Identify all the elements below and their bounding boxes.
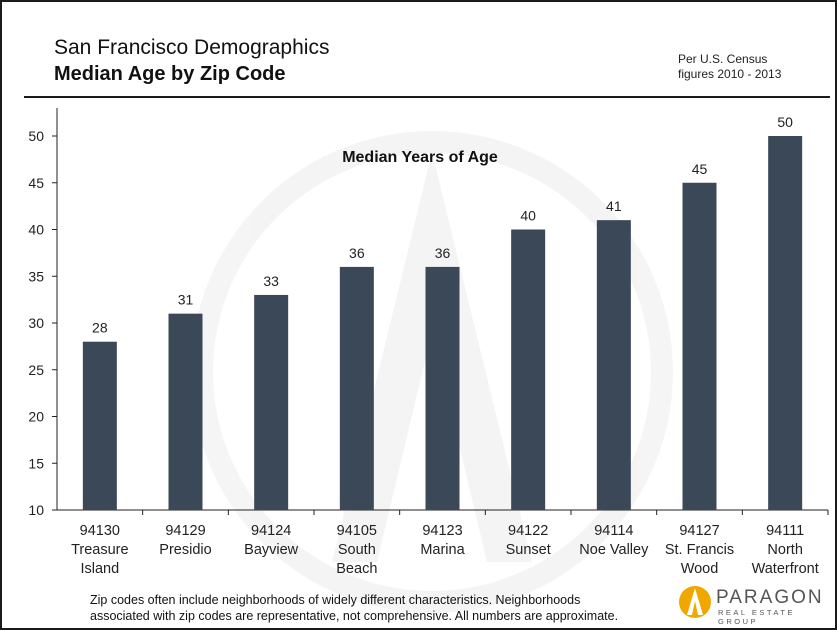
y-tick-label: 40 (28, 222, 44, 238)
page-title: San Francisco Demographics (54, 36, 330, 59)
x-tick-label-zip: 94111 (766, 523, 804, 539)
bars (82, 136, 803, 510)
page-subtitle: Median Age by Zip Code (54, 63, 286, 85)
y-tick-label: 25 (28, 362, 44, 378)
x-tick-label-zip: 94124 (251, 523, 291, 539)
y-tick-label: 15 (28, 455, 44, 471)
y-tick-label: 45 (28, 175, 44, 191)
bar (82, 341, 117, 510)
x-tick-label-zip: 94114 (594, 523, 633, 539)
data-label: 41 (606, 198, 622, 214)
footnote: Zip codes often include neighborhoods of… (90, 592, 650, 624)
x-tick-label-name: St. Francis (665, 542, 734, 558)
y-tick-label: 30 (28, 315, 44, 331)
x-tick-label-name: Bayview (244, 542, 299, 558)
data-label: 36 (435, 245, 451, 261)
chart-title: Median Years of Age (342, 149, 498, 166)
x-tick-label-zip: 94130 (80, 523, 120, 539)
x-tick-label-zip: 94105 (337, 523, 377, 539)
source-note: Per U.S. Census figures 2010 - 2013 (678, 52, 808, 82)
x-tick-label-zip: 94123 (422, 523, 462, 539)
source-line-1: Per U.S. Census (678, 52, 768, 66)
bar (339, 266, 374, 510)
header-divider (24, 96, 830, 98)
bar (768, 136, 803, 510)
x-tick-label-zip: 94129 (165, 523, 205, 539)
bar (596, 220, 631, 510)
bar (168, 313, 203, 510)
footnote-line-2: associated with zip codes are representa… (90, 609, 619, 623)
x-tick-label-name: Wood (681, 561, 719, 577)
labels: 28 94130 Treasure Island 31 94129 Presidio 33 94… (71, 114, 819, 577)
x-tick-label-zip: 94122 (508, 523, 548, 539)
y-tick-label: 35 (28, 268, 44, 284)
data-label: 33 (263, 273, 279, 289)
y-tick-label: 10 (28, 502, 44, 518)
bar (254, 294, 289, 510)
x-tick-label-name: South (338, 542, 376, 558)
x-tick-label-name: Noe Valley (579, 542, 649, 558)
bar (682, 182, 717, 510)
data-label: 31 (178, 292, 194, 308)
data-label: 45 (692, 161, 708, 177)
x-tick-label-zip: 94127 (679, 523, 719, 539)
x-tick-label-name: Beach (336, 561, 377, 577)
x-tick-label-name: Sunset (506, 542, 551, 558)
x-tick-label-name: Marina (420, 542, 465, 558)
paragon-logo-icon (679, 586, 711, 618)
x-tick-label-name: Island (80, 561, 119, 577)
y-tick-label: 50 (28, 128, 44, 144)
x-tick-label-name: North (767, 542, 802, 558)
company-logo: PARAGON REAL ESTATE GROUP (678, 584, 828, 626)
y-tick-label: 20 (28, 409, 44, 425)
logo-tagline: REAL ESTATE GROUP (718, 608, 795, 626)
data-label: 50 (777, 114, 793, 130)
bar (425, 266, 460, 510)
x-tick-label-name: Waterfront (752, 561, 819, 577)
data-label: 36 (349, 245, 365, 261)
data-label: 28 (92, 320, 108, 336)
source-line-2: figures 2010 - 2013 (678, 67, 782, 81)
x-tick-label-name: Presidio (159, 542, 211, 558)
footnote-line-1: Zip codes often include neighborhoods of… (90, 593, 581, 607)
bar (511, 229, 546, 510)
data-label: 40 (520, 208, 536, 224)
x-tick-label-name: Treasure (71, 542, 128, 558)
logo-name: PARAGON (716, 587, 824, 608)
